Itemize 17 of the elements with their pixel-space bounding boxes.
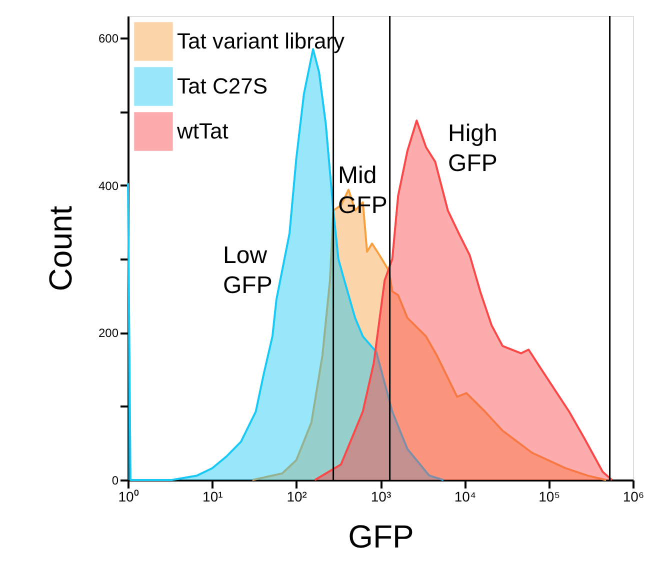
x-tick-label: 10¹ (202, 488, 224, 504)
legend-label: Tat C27S (177, 74, 268, 98)
annotation: Low GFP (223, 242, 272, 299)
x-tick-label: 10⁴ (454, 488, 476, 504)
annotation: High GFP (448, 120, 498, 177)
y-axis-title: Count (42, 206, 78, 292)
legend-label: wtTat (176, 118, 228, 144)
y-tick-label: 0 (112, 474, 119, 488)
x-tick-label: 10² (286, 488, 308, 504)
y-tick-label: 600 (98, 32, 119, 46)
x-axis-title: GFP (348, 518, 414, 554)
x-tick-label: 10⁵ (538, 488, 560, 504)
x-tick-label: 10⁶ (622, 488, 644, 504)
y-tick-label: 200 (98, 326, 119, 340)
x-tick-label: 10³ (370, 488, 392, 504)
y-tick-label: 400 (98, 178, 119, 193)
x-tick-label: 10⁰ (118, 488, 139, 504)
